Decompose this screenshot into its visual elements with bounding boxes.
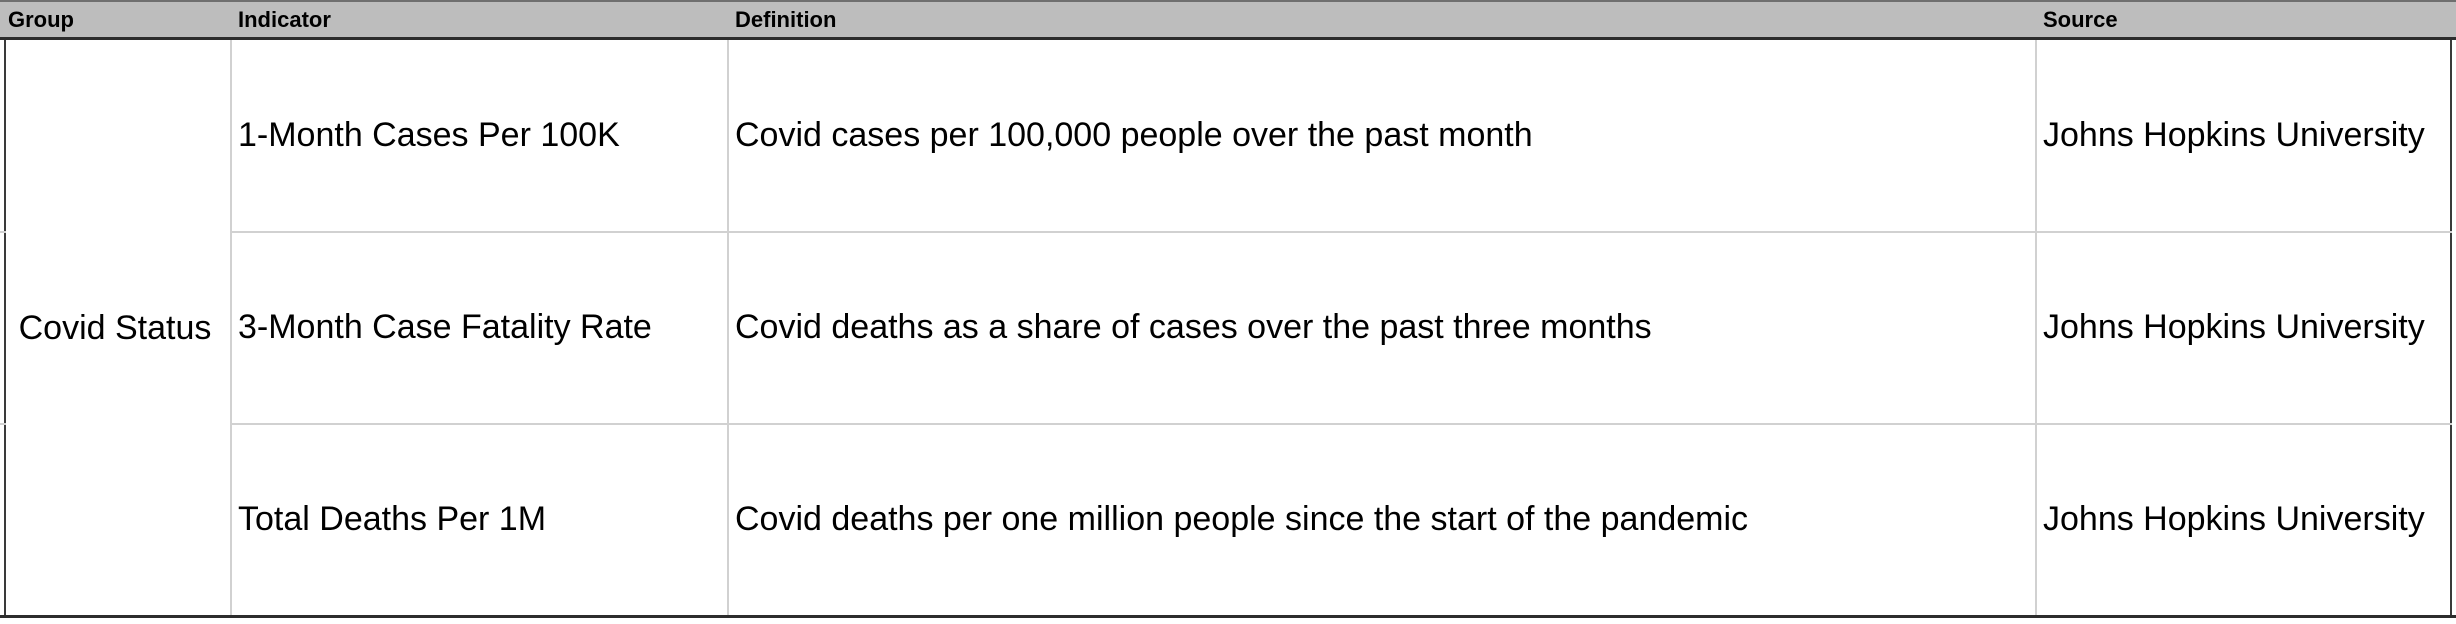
row-2-indicator[interactable]: 3-Month Case Fatality Rate (238, 308, 652, 346)
row-2-source[interactable]: Johns Hopkins University (2043, 308, 2425, 346)
column-divider-3 (2035, 40, 2037, 616)
row-3-indicator[interactable]: Total Deaths Per 1M (238, 500, 547, 538)
row-3-source[interactable]: Johns Hopkins University (2043, 500, 2425, 538)
column-divider-1 (230, 40, 232, 616)
row-1-definition[interactable]: Covid cases per 100,000 people over the … (735, 116, 1533, 154)
left-tick-1 (0, 231, 6, 233)
row-1-indicator[interactable]: 1-Month Cases Per 100K (238, 116, 620, 154)
row-3-definition[interactable]: Covid deaths per one million people sinc… (735, 500, 1749, 538)
group-label: Covid Status (18, 308, 212, 347)
table-header-row: Group Indicator Definition Source (0, 0, 2456, 40)
row-2-definition[interactable]: Covid deaths as a share of cases over th… (735, 308, 1652, 346)
row-1-source[interactable]: Johns Hopkins University (2043, 116, 2425, 154)
header-indicator[interactable]: Indicator (238, 7, 331, 32)
table-bottom-border (0, 615, 2456, 618)
header-group[interactable]: Group (8, 7, 74, 32)
header-definition[interactable]: Definition (735, 7, 837, 32)
column-divider-2 (727, 40, 729, 616)
left-tick-2 (0, 423, 6, 425)
column-border-right (2450, 40, 2452, 616)
header-source[interactable]: Source (2043, 7, 2118, 32)
row-divider-1 (230, 231, 2452, 233)
group-cell[interactable]: Covid Status (0, 40, 230, 616)
column-border-left (4, 40, 6, 616)
row-divider-2 (230, 423, 2452, 425)
